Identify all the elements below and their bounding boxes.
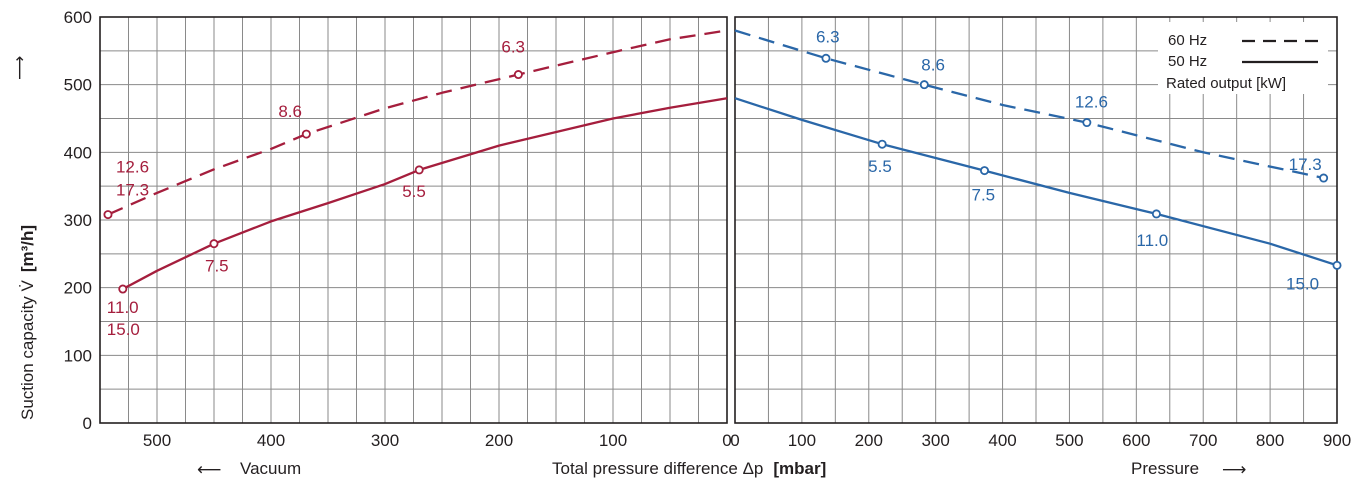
y-tick-label: 400 — [64, 143, 92, 162]
vacuum-rated-point — [414, 165, 424, 175]
y-axis-title: Suction capacity V̇ [m³/h] — [18, 225, 37, 420]
x-axis-title: Total pressure difference Δp [mbar] — [552, 459, 826, 478]
y-axis-unit: [m³/h] — [18, 225, 37, 272]
pressure-rated-point — [1332, 260, 1342, 270]
vacuum-rated-output-label: 17.3 — [116, 181, 149, 200]
vacuum-rated-output-label: 8.6 — [278, 102, 302, 121]
vacuum-rated-output-label: 15.0 — [107, 320, 140, 339]
vacuum-frame — [99, 16, 728, 424]
tick-labels: 500 400 300 200 100 00 100 200 300 400 500 600 700 80… — [64, 8, 1352, 450]
pressure-rated-output-label: 17.3 — [1289, 155, 1322, 174]
pressure-x-tick-label: 800 — [1256, 431, 1284, 450]
pressure-frame — [734, 16, 1338, 424]
vacuum-50hz-curve — [122, 97, 728, 291]
pressure-x-tick-label: 700 — [1189, 431, 1217, 450]
pressure-rated-output-label: 12.6 — [1075, 93, 1108, 112]
pressure-x-tick-label: 600 — [1122, 431, 1150, 450]
legend-60hz-label: 60 Hz — [1168, 32, 1207, 49]
vacuum-rated-point — [301, 129, 311, 139]
pressure-rated-point — [1319, 173, 1329, 183]
pressure-rated-output-label: 5.5 — [868, 157, 892, 176]
vacuum-x-tick-label: 200 — [485, 431, 513, 450]
pressure-x-tick-label: 900 — [1323, 431, 1351, 450]
curves — [107, 29, 1338, 291]
pressure-rated-point — [877, 139, 887, 149]
vacuum-rated-output-label: 7.5 — [205, 257, 229, 276]
pressure-x-tick-label: 0 — [730, 431, 739, 450]
vacuum-rated-output-label: 11.0 — [107, 298, 139, 317]
x-axis-unit: [mbar] — [773, 459, 826, 478]
legend: 60 Hz 50 Hz Rated output [kW] — [1158, 22, 1328, 94]
vacuum-x-tick-label: 100 — [599, 431, 627, 450]
y-tick-label: 0 — [83, 414, 92, 433]
pressure-rated-point — [919, 80, 929, 90]
y-tick-label: 500 — [64, 76, 92, 95]
pressure-x-tick-label: 500 — [1055, 431, 1083, 450]
plot-frames — [99, 16, 1338, 424]
pressure-rated-point — [1151, 209, 1161, 219]
pressure-50hz-curve — [734, 97, 1338, 267]
pressure-rated-output-label: 11.0 — [1136, 231, 1168, 250]
pressure-rated-output-label: 6.3 — [816, 27, 840, 46]
vacuum-rated-point — [513, 70, 523, 80]
vacuum-x-tick-label: 300 — [371, 431, 399, 450]
rated-output-points: 12.6 17.3 8.6 6.3 11.0 15.0 7.5 5.5 6.3 8.6 12.6 17… — [103, 27, 1342, 339]
vacuum-label: Vacuum — [240, 459, 301, 478]
grid — [100, 17, 1337, 423]
pressure-x-tick-label: 200 — [855, 431, 883, 450]
vacuum-x-tick-label: 500 — [143, 431, 171, 450]
vacuum-60hz-curve — [107, 29, 728, 216]
vacuum-x-tick-label: 0 — [722, 431, 731, 450]
pressure-x-tick-label: 400 — [988, 431, 1016, 450]
pressure-x-tick-label: 100 — [788, 431, 816, 450]
pressure-arrow: ⟶ — [1222, 460, 1246, 479]
pressure-rated-point — [1082, 118, 1092, 128]
y-axis-label: Suction capacity V̇ — [18, 279, 37, 420]
vacuum-rated-output-label: 6.3 — [501, 38, 525, 57]
vacuum-rated-point — [103, 210, 113, 220]
svg-text:Suction capacity V̇[m³/h]: Suction capacity V̇ [m³/h] — [18, 225, 37, 420]
y-tick-label: 300 — [64, 211, 92, 230]
pressure-x-tick-label: 300 — [921, 431, 949, 450]
pressure-60hz-curve — [734, 29, 1324, 180]
pressure-label: Pressure — [1131, 459, 1199, 478]
vacuum-rated-output-label: 5.5 — [402, 182, 426, 201]
vacuum-x-tick-label: 400 — [257, 431, 285, 450]
x-axis-label: Total pressure difference Δp — [552, 459, 763, 478]
legend-50hz-label: 50 Hz — [1168, 53, 1207, 70]
pressure-rated-output-label: 7.5 — [971, 186, 995, 205]
vacuum-rated-point — [118, 284, 128, 294]
y-tick-label: 600 — [64, 8, 92, 27]
vacuum-rated-output-label: 12.6 — [116, 158, 149, 177]
vacuum-rated-point — [209, 239, 219, 249]
vacuum-arrow: ⟵ — [197, 460, 221, 479]
pressure-rated-point — [821, 53, 831, 63]
pressure-rated-point — [979, 166, 989, 176]
pressure-rated-output-label: 8.6 — [921, 56, 945, 75]
y-tick-label: 200 — [64, 279, 92, 298]
legend-rated-output-note: Rated output [kW] — [1166, 75, 1286, 92]
y-axis-arrow: ⟶ — [10, 56, 29, 80]
pressure-rated-output-label: 15.0 — [1286, 274, 1319, 293]
y-tick-label: 100 — [64, 346, 92, 365]
legend-box — [1158, 22, 1328, 94]
